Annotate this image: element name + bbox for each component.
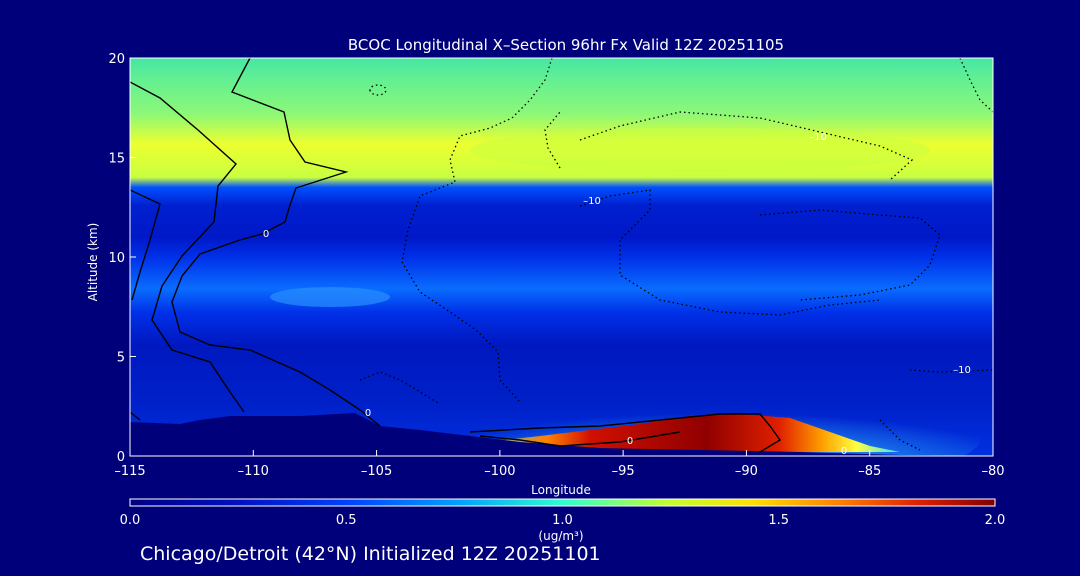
colorbar-tick-label: 0.0 [120, 513, 141, 528]
colorbar-tick-label: 0.5 [336, 513, 357, 528]
footer-annotation: Chicago/Detroit (42°N) Initialized 12Z 2… [140, 543, 601, 565]
x-tick-label: –110 [238, 464, 269, 479]
x-tick-label: –90 [735, 464, 758, 479]
x-tick-label: –80 [981, 464, 1004, 479]
x-tick-label: –100 [484, 464, 515, 479]
x-tick-label: –85 [858, 464, 881, 479]
surface-plume [470, 414, 900, 452]
contour-label: 0 [841, 446, 847, 457]
y-tick-label: 20 [108, 52, 125, 67]
contour-label-group: –10 –10 0 0 0 –10 0 [263, 132, 971, 457]
x-tick-label: –105 [361, 464, 392, 479]
contour-label: –10 [953, 365, 971, 376]
contour-label: –10 [583, 196, 601, 207]
y-tick-label: 10 [108, 251, 125, 266]
contour-lines-dotted [359, 58, 993, 451]
colorbar-ticks: 0.0 0.5 1.0 1.5 2.0 [120, 513, 1006, 528]
colorbar-tick-label: 2.0 [985, 513, 1006, 528]
x-tick-label: –95 [612, 464, 635, 479]
colorbar-unit-label: (ug/m³) [538, 529, 583, 543]
contour-label: 0 [365, 408, 371, 419]
contour-label: –10 [809, 132, 827, 143]
chart-title: BCOC Longitudinal X–Section 96hr Fx Vali… [348, 36, 784, 54]
contour-label: 0 [263, 229, 269, 240]
y-tick-label: 0 [117, 450, 125, 465]
contour-lines [130, 58, 782, 453]
colorbar-tick-label: 1.5 [768, 513, 789, 528]
mid-layer-highlight [270, 287, 390, 307]
colorbar-tick-label: 1.0 [552, 513, 573, 528]
colorbar-frame [129, 498, 996, 507]
upper-layer-highlight [470, 128, 930, 172]
y-axis-label: Altitude (km) [86, 223, 100, 302]
y-tick-label: 5 [117, 351, 125, 366]
terrain-mask [130, 413, 993, 456]
x-tick-label: –115 [114, 464, 145, 479]
colorbar [130, 499, 995, 506]
y-tick-label: 15 [108, 152, 125, 167]
x-axis-label: Longitude [531, 483, 591, 497]
plot-area: –10 –10 0 0 0 –10 0 [130, 58, 993, 457]
contour-label: 0 [627, 436, 633, 447]
heatmap-field [130, 58, 993, 456]
y-axis: 0 5 10 15 20 [108, 52, 136, 465]
x-axis: –115 –110 –105 –100 –95 –90 –85 –80 [114, 450, 1005, 479]
